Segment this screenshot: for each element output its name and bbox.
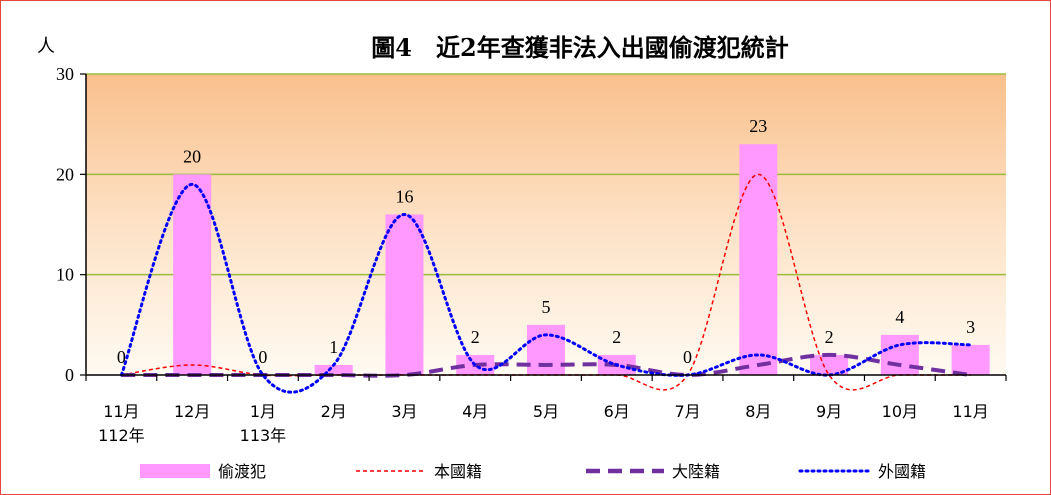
bar [951,344,990,375]
y-tick-label: 10 [56,265,74,285]
x-tick-label: 7月 [674,402,700,421]
chart-title: 圖4 近2年查獲非法入出國偷渡犯統計 [371,33,788,62]
legend-label: 本國籍 [434,462,482,481]
x-tick-label: 4月 [462,402,488,421]
axes [80,73,1007,381]
legend-label: 外國籍 [878,462,926,481]
x-tick-label: 11月 [952,402,988,421]
x-tick-label: 9月 [816,402,842,421]
y-tick-labels: 0 10 20 30 [56,64,74,385]
y-axis-unit-label: 人 [37,36,55,56]
bar [810,354,849,375]
data-label: 1 [329,337,338,357]
x-tick-label: 6月 [604,402,630,421]
x-tick-sublabel: 113年 [240,426,287,445]
data-label: 4 [895,307,904,327]
x-tick-label: 12月 [174,402,210,421]
bar [314,364,353,375]
y-tick-label: 30 [56,64,74,84]
legend-label: 大陸籍 [672,462,720,481]
data-label: 0 [258,347,267,367]
data-label: 2 [825,327,834,347]
series-line [119,182,973,394]
bar [739,144,778,375]
y-tick-label: 20 [56,164,74,184]
x-tick-label: 8月 [745,402,771,421]
bar-series [173,144,990,375]
y-tick-label: 0 [65,365,74,385]
x-tick-label: 1月 [250,402,276,421]
data-label: 0 [117,347,126,367]
x-tick-label: 10月 [882,402,918,421]
data-label: 2 [471,327,480,347]
x-tick-labels: 11月 112年 12月 1月 113年 2月 3月 4月 5月 6月 7月 8月 9月 10月 11月 [98,402,989,445]
x-tick-label: 3月 [391,402,417,421]
x-tick-label: 5月 [533,402,559,421]
bar [880,334,919,375]
data-label: 5 [542,297,551,317]
data-label: 20 [183,146,201,166]
x-tick-sublabel: 112年 [98,426,145,445]
x-tick-label: 11月 [103,402,139,421]
data-label: 23 [749,116,767,136]
data-label: 2 [612,327,621,347]
data-label: 3 [966,317,975,337]
legend: 偷渡犯 本國籍 大陸籍 外國籍 [140,462,926,481]
bar [173,174,212,375]
data-label: 0 [683,347,692,367]
data-label: 16 [395,186,413,206]
gridlines [86,73,1006,276]
x-tick-label: 2月 [321,402,347,421]
legend-swatch [140,464,210,478]
legend-label: 偷渡犯 [218,462,266,481]
bar [385,214,424,375]
bar [527,324,565,375]
